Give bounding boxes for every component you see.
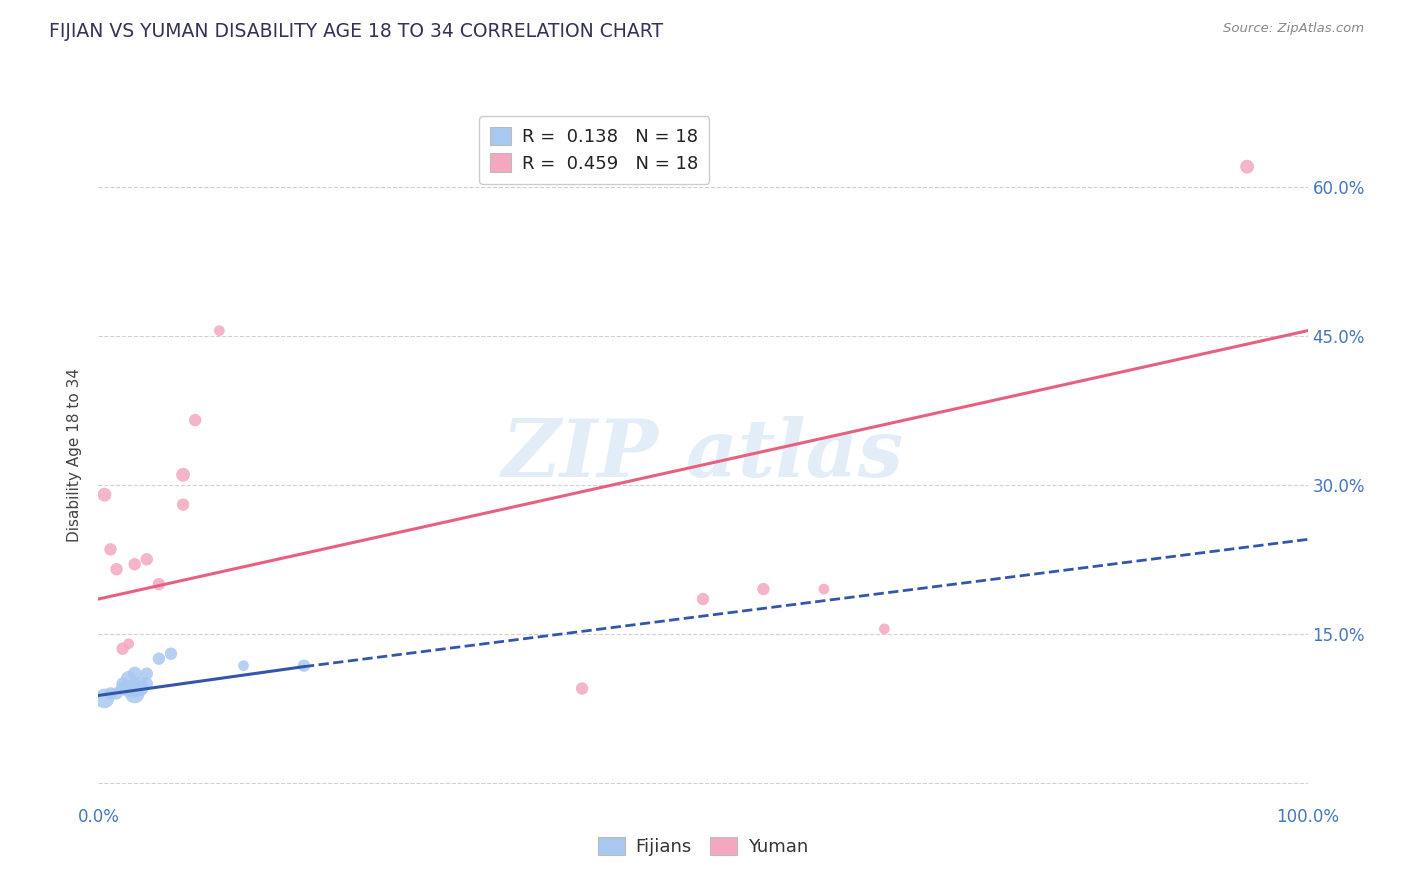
Point <box>172 498 194 512</box>
Point <box>135 676 157 690</box>
Point <box>124 558 146 572</box>
Y-axis label: Disability Age 18 to 34: Disability Age 18 to 34 <box>67 368 83 542</box>
Point <box>292 658 315 673</box>
Point <box>100 542 122 557</box>
Point <box>135 666 157 681</box>
Point <box>184 413 207 427</box>
Point <box>752 582 775 596</box>
Point <box>135 552 157 566</box>
Point <box>160 647 183 661</box>
Point <box>118 637 141 651</box>
Text: FIJIAN VS YUMAN DISABILITY AGE 18 TO 34 CORRELATION CHART: FIJIAN VS YUMAN DISABILITY AGE 18 TO 34 … <box>49 22 664 41</box>
Point <box>111 681 134 696</box>
Point <box>148 577 170 591</box>
Legend: Fijians, Yuman: Fijians, Yuman <box>591 830 815 863</box>
Point <box>692 592 714 607</box>
Point <box>93 488 115 502</box>
Point <box>124 666 146 681</box>
Point <box>105 686 128 700</box>
Point <box>571 681 593 696</box>
Point <box>172 467 194 482</box>
Point <box>813 582 835 596</box>
Text: ZIP atlas: ZIP atlas <box>502 417 904 493</box>
Point <box>124 681 146 696</box>
Point <box>129 676 152 690</box>
Point <box>208 324 231 338</box>
Point <box>873 622 896 636</box>
Point <box>129 681 152 696</box>
Point <box>148 651 170 665</box>
Text: Source: ZipAtlas.com: Source: ZipAtlas.com <box>1223 22 1364 36</box>
Point <box>1236 160 1258 174</box>
Point <box>100 686 122 700</box>
Point <box>124 686 146 700</box>
Point <box>111 676 134 690</box>
Point <box>118 681 141 696</box>
Point <box>105 562 128 576</box>
Point <box>232 658 254 673</box>
Point <box>118 672 141 686</box>
Point <box>93 691 115 706</box>
Point <box>111 641 134 656</box>
